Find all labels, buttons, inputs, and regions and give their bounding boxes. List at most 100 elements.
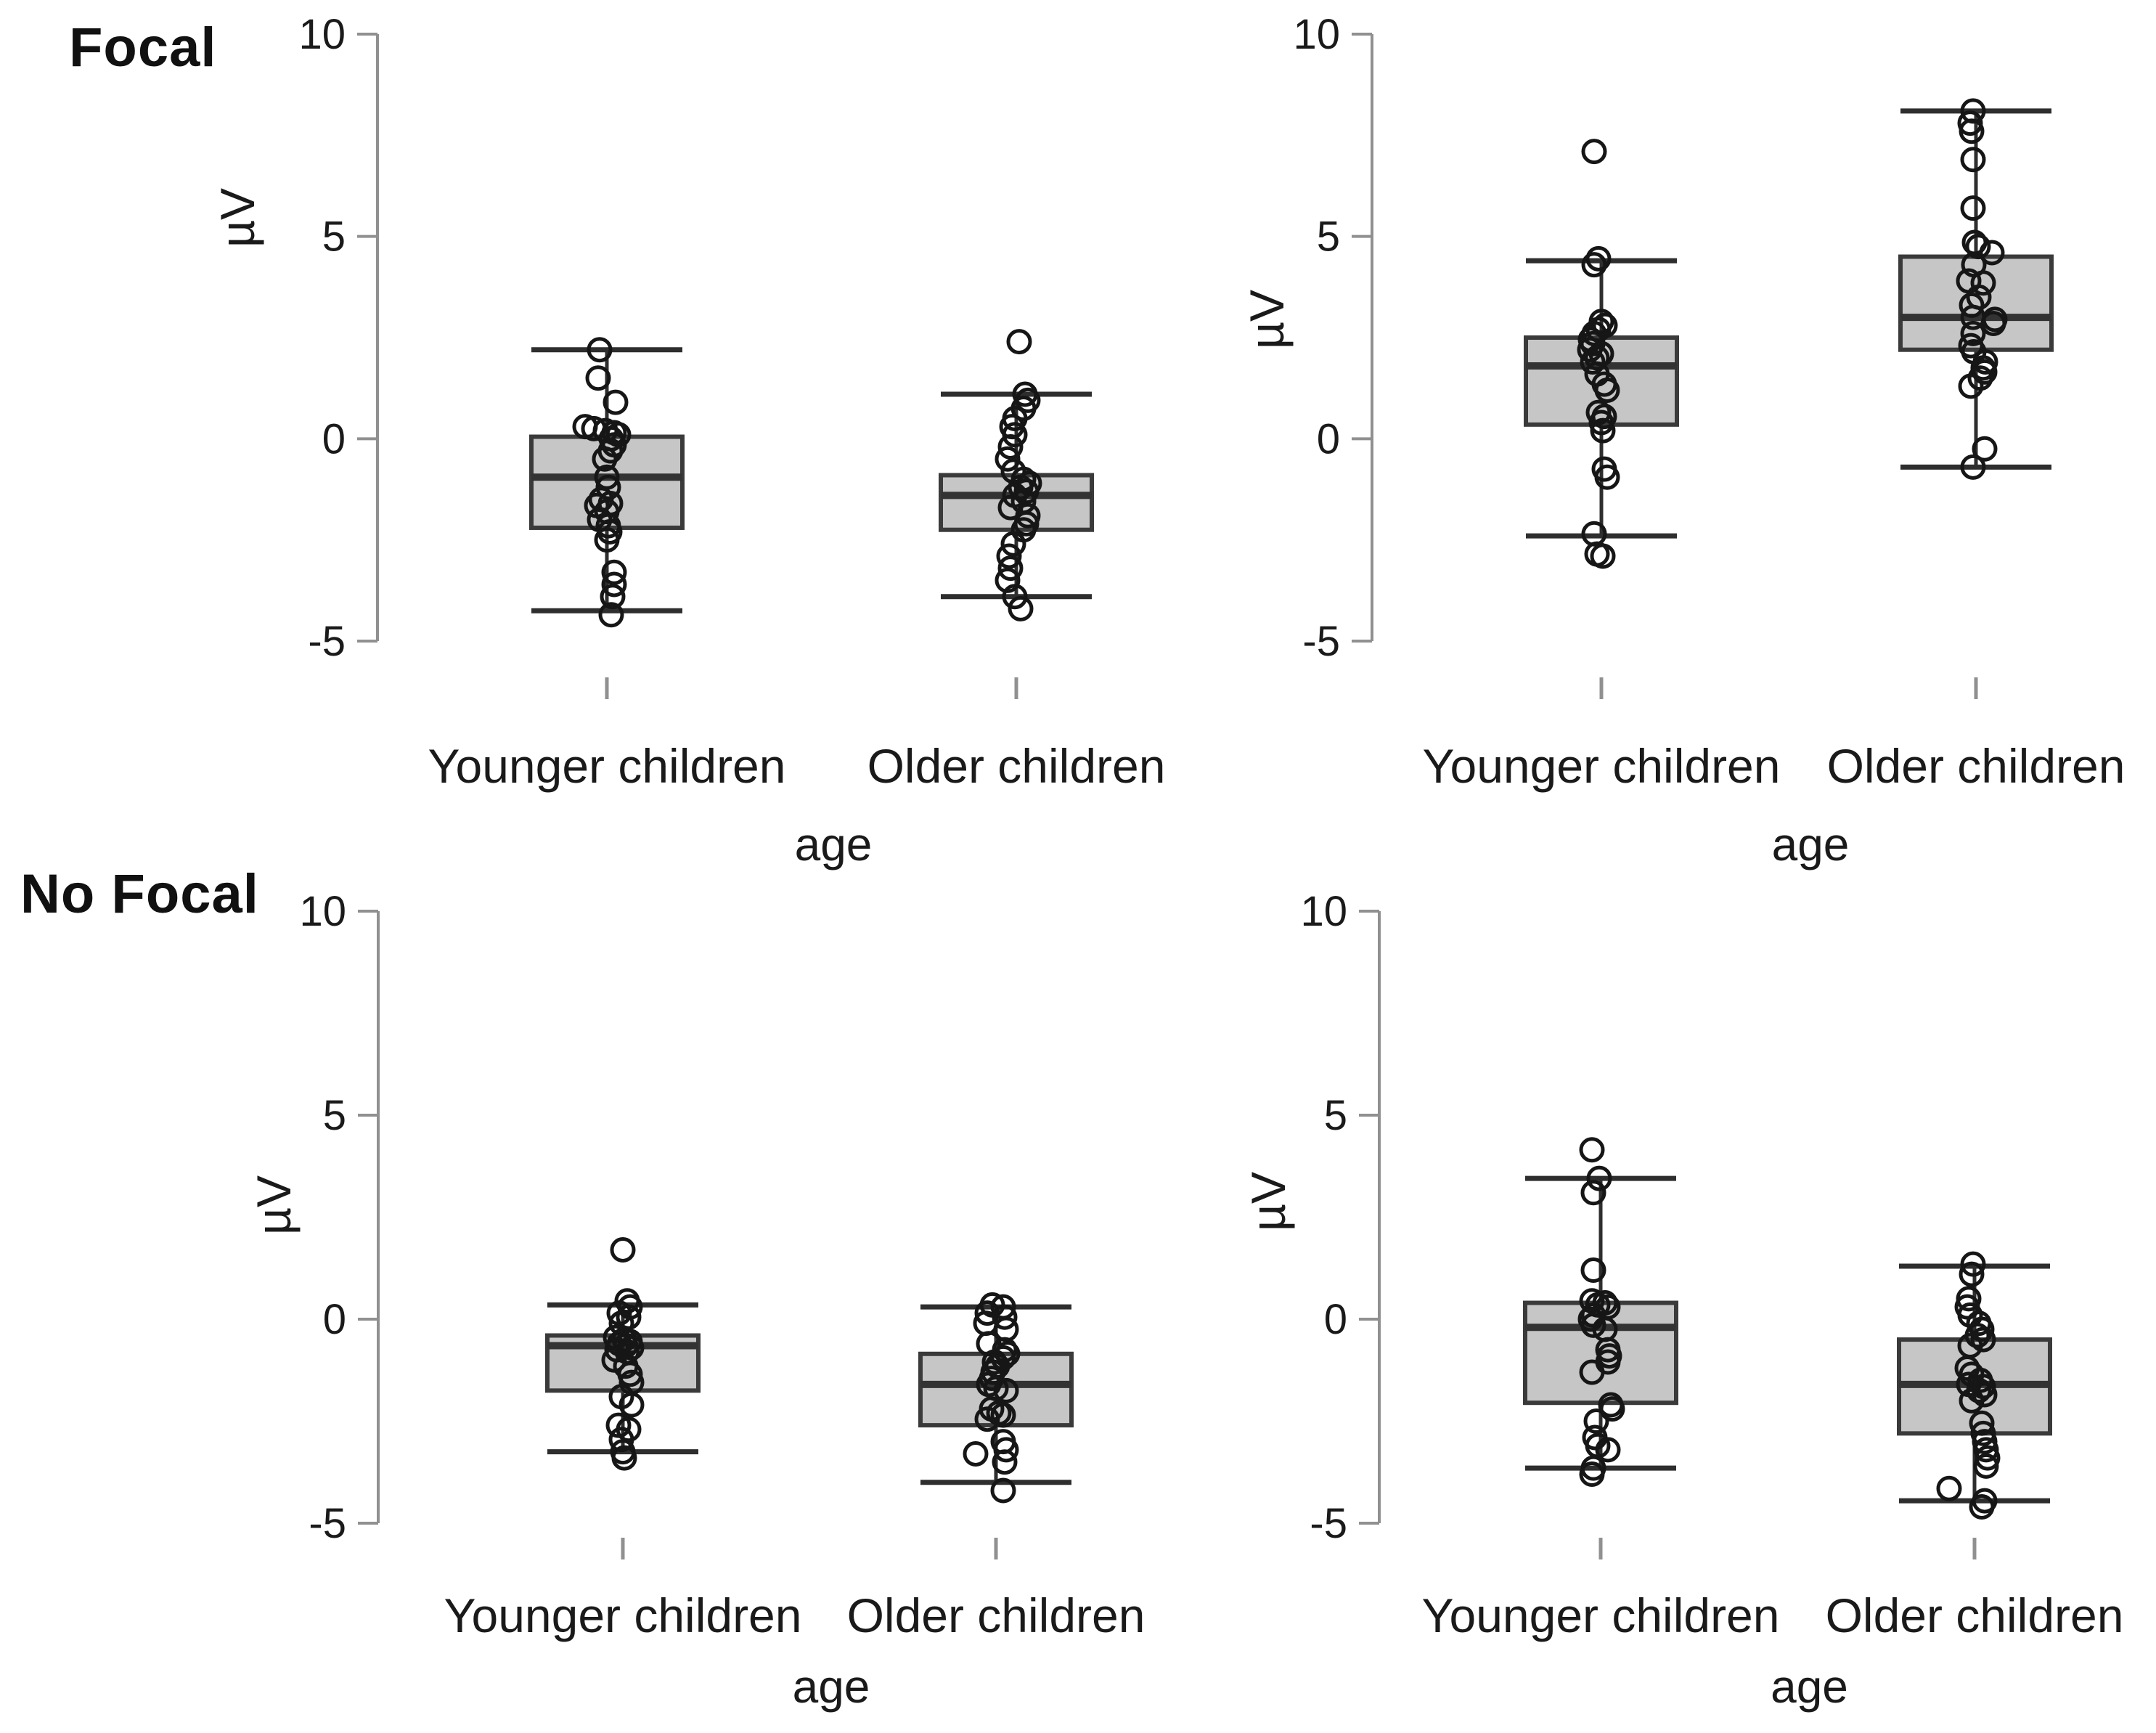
data-point (1586, 1165, 1612, 1191)
panel-no-focal-left: 10 5 0 -5 µV Younger children Older children ag… (247, 888, 1145, 1713)
data-point (1577, 337, 1603, 363)
data-point (600, 584, 626, 610)
data-point (1979, 240, 2005, 266)
data-point (1580, 348, 1606, 375)
panel-focal-left: 10 5 0 -5 µV Younger children Older children ag… (211, 11, 1165, 870)
y-tick-label: -5 (309, 1500, 346, 1547)
data-point (1959, 118, 1985, 144)
data-point (1960, 147, 1986, 173)
category-label: Older children (1826, 1589, 2124, 1642)
data-point (1972, 359, 1998, 385)
data-point (1599, 1396, 1625, 1422)
data-point (1590, 543, 1616, 569)
data-point (996, 543, 1022, 569)
data-point (1580, 1257, 1606, 1284)
data-point (997, 433, 1024, 460)
data-point (993, 1437, 1019, 1463)
category-label: Younger children (428, 739, 786, 793)
category-label: Older children (867, 739, 1166, 793)
data-point (1013, 478, 1040, 505)
panel-focal-right: 10 5 0 -5 µV Younger children Older children ag… (1240, 11, 2125, 870)
category-label: Younger children (444, 1589, 802, 1642)
data-point (1970, 1326, 1996, 1353)
data-point (995, 567, 1021, 593)
panel-no-focal-right: 10 5 0 -5 µV Younger children Older children ag… (1241, 888, 2123, 1713)
y-tick-label: 10 (1293, 11, 1340, 58)
data-point (1585, 245, 1612, 272)
category-label: Older children (847, 1589, 1146, 1642)
data-point (598, 602, 624, 628)
data-point (1580, 1180, 1606, 1206)
y-tick-label: 0 (322, 415, 346, 462)
y-tick-label: 10 (1300, 888, 1347, 935)
data-point (610, 1236, 636, 1263)
data-point (1965, 234, 1991, 260)
data-point (1594, 464, 1620, 490)
y-axis-title: µV (211, 188, 264, 248)
row-title-no-focal: No Focal (20, 863, 259, 925)
x-axis-title: age (1772, 818, 1850, 870)
data-point (1972, 1382, 1998, 1408)
y-tick-label: 5 (322, 213, 346, 261)
data-point (1959, 292, 1985, 318)
data-point (1002, 422, 1028, 448)
y-tick-label: -5 (1302, 618, 1340, 665)
row-title-focal: Focal (69, 17, 217, 78)
y-axis-title: µV (1241, 1172, 1295, 1231)
y-tick-label: -5 (1310, 1500, 1347, 1547)
data-point (1002, 584, 1028, 610)
data-point (592, 446, 618, 472)
data-point (603, 389, 629, 415)
data-point (1584, 345, 1610, 371)
y-tick-label: 0 (1324, 1296, 1347, 1343)
data-point (594, 464, 620, 490)
x-axis-title: age (793, 1660, 870, 1713)
data-point (1006, 329, 1032, 355)
y-tick-label: 5 (323, 1092, 346, 1139)
data-point (1970, 270, 1996, 296)
data-point (585, 365, 611, 391)
y-tick-label: 0 (1317, 415, 1340, 462)
data-point (1594, 377, 1620, 403)
data-point (618, 1392, 645, 1418)
category-label: Younger children (1422, 1589, 1780, 1642)
data-point (1585, 399, 1612, 425)
y-tick-label: 5 (1317, 213, 1340, 261)
data-point (997, 555, 1024, 582)
data-point (993, 1377, 1019, 1403)
data-point (1960, 320, 1986, 346)
data-point (1008, 595, 1034, 621)
data-point (1973, 1453, 1999, 1479)
data-point (601, 571, 627, 598)
data-point (990, 1402, 1016, 1428)
data-point (974, 1406, 1000, 1432)
y-tick-label: -5 (308, 618, 346, 665)
data-point (1579, 1461, 1605, 1488)
data-point (1969, 1410, 1995, 1436)
y-tick-label: 5 (1324, 1092, 1347, 1139)
data-point (990, 1477, 1016, 1504)
data-point (1579, 1359, 1605, 1385)
data-point (1959, 1387, 1985, 1414)
data-point (1000, 531, 1026, 557)
y-axis-title: µV (1240, 290, 1294, 349)
y-tick-label: 0 (323, 1296, 346, 1343)
category-label: Younger children (1423, 739, 1781, 793)
data-point (995, 446, 1021, 472)
data-point (1590, 417, 1616, 444)
data-point (587, 337, 613, 363)
x-axis-title: age (795, 818, 873, 870)
y-tick-label: 10 (299, 888, 346, 935)
data-point (1580, 1312, 1606, 1338)
data-point (1595, 1437, 1621, 1463)
data-point (963, 1440, 989, 1467)
data-point (1969, 1494, 1995, 1520)
data-point (1579, 1288, 1605, 1314)
data-point (608, 1427, 634, 1453)
data-point (1960, 454, 1986, 480)
data-point (1581, 252, 1607, 278)
y-axis-title: µV (247, 1175, 301, 1235)
data-point (1958, 373, 1984, 399)
